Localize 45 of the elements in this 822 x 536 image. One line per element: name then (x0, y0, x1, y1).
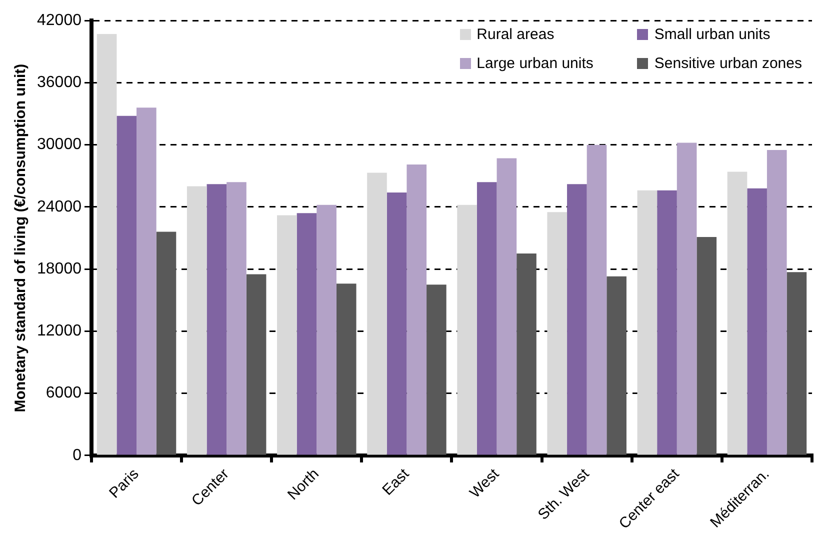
bar (696, 236, 717, 455)
bar (277, 215, 297, 455)
bar (246, 274, 266, 455)
bar (547, 212, 568, 455)
y-tick-label: 30000 (36, 136, 82, 154)
bar (156, 232, 176, 455)
y-tick-label: 24000 (36, 198, 82, 216)
y-tick-label: 12000 (36, 322, 82, 340)
bar (747, 188, 767, 455)
legend-label: Rural areas (476, 26, 554, 43)
bar (567, 184, 587, 455)
bar (516, 254, 536, 455)
bar (476, 182, 497, 455)
bar (296, 213, 317, 455)
legend-label: Large urban units (476, 55, 594, 72)
bar (676, 142, 697, 455)
bar (786, 272, 807, 455)
y-axis-title: Monetary standard of living (€/consumption unit) (12, 64, 30, 412)
bar (457, 204, 477, 455)
bar (96, 34, 117, 455)
y-tick-label: 42000 (36, 12, 82, 30)
bar (316, 204, 336, 455)
y-tick-label: 36000 (36, 74, 82, 92)
bar (186, 186, 207, 455)
bar (136, 108, 156, 455)
y-tick-label: 18000 (36, 260, 82, 278)
legend-label: Small urban units (654, 26, 770, 43)
y-tick-label: 6000 (46, 384, 82, 402)
bar (586, 144, 607, 455)
bar (426, 284, 446, 455)
legend-label: Sensitive urban zones (654, 55, 802, 72)
bar (116, 116, 137, 455)
bar (226, 182, 246, 455)
bar (766, 150, 787, 455)
bar (606, 276, 626, 455)
bar (367, 172, 387, 455)
bar (406, 164, 427, 455)
bar (206, 184, 227, 455)
bar (386, 192, 407, 455)
bar (637, 190, 658, 455)
bar (657, 190, 677, 455)
bar (727, 172, 748, 455)
bar (336, 284, 356, 455)
bar (496, 158, 517, 455)
y-tick-label: 0 (72, 446, 82, 464)
